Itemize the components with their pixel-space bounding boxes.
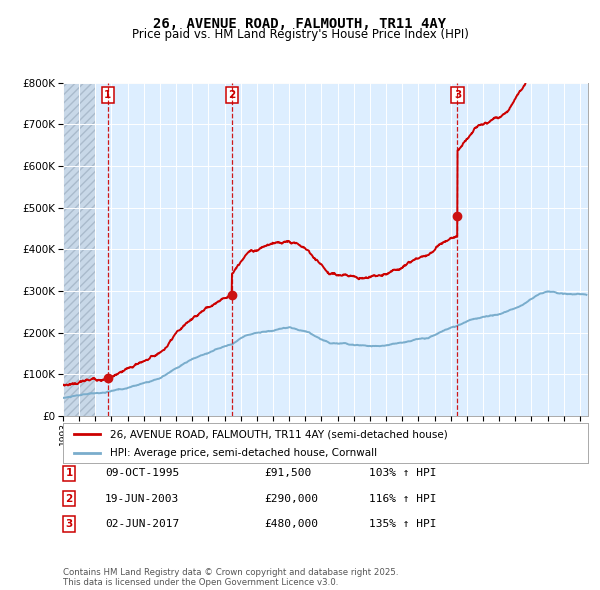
Text: 02-JUN-2017: 02-JUN-2017	[105, 519, 179, 529]
Text: 1: 1	[65, 468, 73, 478]
Text: HPI: Average price, semi-detached house, Cornwall: HPI: Average price, semi-detached house,…	[110, 448, 377, 458]
Text: 1: 1	[104, 90, 112, 100]
Text: Contains HM Land Registry data © Crown copyright and database right 2025.
This d: Contains HM Land Registry data © Crown c…	[63, 568, 398, 587]
Text: £480,000: £480,000	[264, 519, 318, 529]
Text: £91,500: £91,500	[264, 468, 311, 478]
Text: 26, AVENUE ROAD, FALMOUTH, TR11 4AY: 26, AVENUE ROAD, FALMOUTH, TR11 4AY	[154, 17, 446, 31]
Text: 2: 2	[65, 494, 73, 503]
Text: 3: 3	[65, 519, 73, 529]
Text: 26, AVENUE ROAD, FALMOUTH, TR11 4AY (semi-detached house): 26, AVENUE ROAD, FALMOUTH, TR11 4AY (sem…	[110, 430, 448, 440]
Text: 3: 3	[454, 90, 461, 100]
Text: 19-JUN-2003: 19-JUN-2003	[105, 494, 179, 503]
Text: 103% ↑ HPI: 103% ↑ HPI	[369, 468, 437, 478]
Bar	[63, 83, 95, 416]
Text: 135% ↑ HPI: 135% ↑ HPI	[369, 519, 437, 529]
Text: 09-OCT-1995: 09-OCT-1995	[105, 468, 179, 478]
Text: 116% ↑ HPI: 116% ↑ HPI	[369, 494, 437, 503]
Text: £290,000: £290,000	[264, 494, 318, 503]
Text: 2: 2	[229, 90, 236, 100]
Text: Price paid vs. HM Land Registry's House Price Index (HPI): Price paid vs. HM Land Registry's House …	[131, 28, 469, 41]
